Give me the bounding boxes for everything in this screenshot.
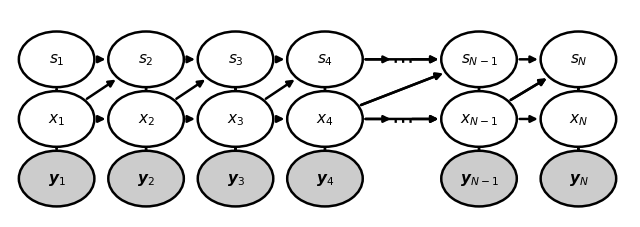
Text: $\boldsymbol{y}_{N}$: $\boldsymbol{y}_{N}$	[568, 171, 588, 187]
Ellipse shape	[287, 151, 363, 207]
Ellipse shape	[287, 32, 363, 88]
Text: $s_{N}$: $s_{N}$	[570, 52, 588, 68]
Ellipse shape	[441, 92, 516, 147]
Ellipse shape	[108, 92, 184, 147]
Ellipse shape	[287, 92, 363, 147]
Text: $s_{1}$: $s_{1}$	[49, 52, 65, 68]
Ellipse shape	[541, 151, 616, 207]
Text: $\boldsymbol{y}_{4}$: $\boldsymbol{y}_{4}$	[316, 171, 334, 187]
Ellipse shape	[198, 151, 273, 207]
Ellipse shape	[19, 92, 94, 147]
Text: $\cdots$: $\cdots$	[390, 50, 412, 70]
Ellipse shape	[198, 92, 273, 147]
Ellipse shape	[541, 32, 616, 88]
Ellipse shape	[541, 92, 616, 147]
Text: $s_{4}$: $s_{4}$	[317, 52, 333, 68]
Text: $s_{N-1}$: $s_{N-1}$	[461, 52, 497, 68]
Ellipse shape	[441, 32, 516, 88]
Text: $\boldsymbol{y}_{N-1}$: $\boldsymbol{y}_{N-1}$	[460, 171, 499, 187]
Text: $x_{2}$: $x_{2}$	[138, 112, 155, 127]
Text: $\boldsymbol{y}_{1}$: $\boldsymbol{y}_{1}$	[48, 171, 65, 187]
Text: $s_{2}$: $s_{2}$	[138, 52, 154, 68]
Text: $x_{N}$: $x_{N}$	[569, 112, 588, 127]
Ellipse shape	[19, 151, 94, 207]
Text: $x_{1}$: $x_{1}$	[48, 112, 65, 127]
Text: $\boldsymbol{y}_{2}$: $\boldsymbol{y}_{2}$	[137, 171, 155, 187]
Text: $s_{3}$: $s_{3}$	[228, 52, 243, 68]
Text: $\boldsymbol{y}_{3}$: $\boldsymbol{y}_{3}$	[227, 171, 244, 187]
Text: $\cdots$: $\cdots$	[390, 109, 412, 129]
Ellipse shape	[441, 151, 516, 207]
Text: $x_{N-1}$: $x_{N-1}$	[460, 112, 498, 127]
Ellipse shape	[108, 32, 184, 88]
Text: $x_{4}$: $x_{4}$	[316, 112, 333, 127]
Ellipse shape	[198, 32, 273, 88]
Ellipse shape	[108, 151, 184, 207]
Ellipse shape	[19, 32, 94, 88]
Text: $x_{3}$: $x_{3}$	[227, 112, 244, 127]
